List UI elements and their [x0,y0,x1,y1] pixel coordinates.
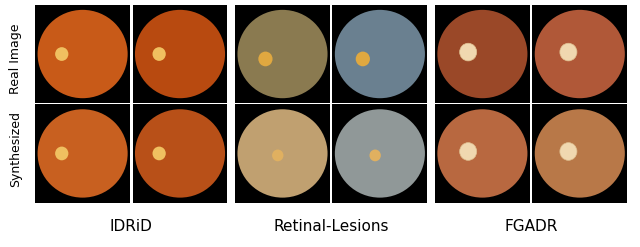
Text: Retinal-Lesions: Retinal-Lesions [273,220,389,234]
Ellipse shape [259,52,273,66]
Ellipse shape [55,47,68,61]
Ellipse shape [437,10,527,98]
Ellipse shape [369,149,381,161]
Ellipse shape [55,146,68,160]
Ellipse shape [560,143,577,160]
Text: IDRiD: IDRiD [110,220,153,234]
Ellipse shape [272,149,284,161]
Ellipse shape [535,109,625,198]
Ellipse shape [535,10,625,98]
Ellipse shape [152,146,166,160]
Ellipse shape [237,10,328,98]
Ellipse shape [460,143,477,160]
Ellipse shape [237,109,328,198]
Ellipse shape [335,10,425,98]
Ellipse shape [152,47,166,61]
Ellipse shape [38,10,127,98]
Ellipse shape [335,109,425,198]
Ellipse shape [437,109,527,198]
Ellipse shape [135,10,225,98]
Ellipse shape [560,43,577,61]
Ellipse shape [135,109,225,198]
Ellipse shape [460,43,477,61]
Text: FGADR: FGADR [504,220,558,234]
Text: Synthesized: Synthesized [10,111,22,187]
Text: Real Image: Real Image [10,23,22,94]
Ellipse shape [38,109,127,198]
Ellipse shape [356,52,370,66]
